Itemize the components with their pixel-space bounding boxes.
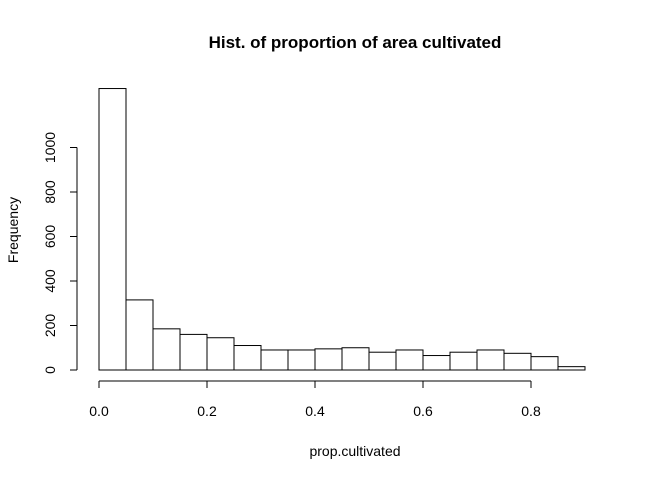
x-tick-label: 0.8 (521, 403, 541, 419)
histogram-bar (206, 337, 235, 371)
histogram-bar (368, 351, 397, 371)
histogram-bar (287, 349, 316, 371)
histogram-bar (503, 352, 532, 371)
histogram-bar (449, 351, 478, 371)
histogram-bar (557, 366, 586, 371)
x-axis-ticks: 0.0 0.2 0.4 0.6 0.8 (89, 381, 541, 419)
histogram-bar (233, 345, 262, 371)
histogram-bars (98, 88, 586, 371)
histogram-bar (530, 356, 559, 371)
y-axis-label: Frequency (5, 197, 21, 263)
histogram-bar (395, 349, 424, 371)
y-tick-label: 0 (42, 366, 58, 374)
y-tick-label: 200 (42, 314, 58, 338)
y-tick-label: 400 (42, 269, 58, 293)
histogram-bar (260, 349, 289, 371)
histogram-bar (98, 88, 127, 371)
histogram-bar (341, 347, 370, 371)
y-tick-label: 1000 (42, 132, 58, 163)
y-tick-label: 600 (42, 225, 58, 249)
histogram-bar (179, 333, 208, 371)
histogram-bar (125, 299, 154, 371)
histogram-bar (476, 349, 505, 371)
y-tick-label: 800 (42, 180, 58, 204)
histogram-bar (422, 355, 451, 371)
x-tick-label: 0.2 (197, 403, 217, 419)
x-tick-label: 0.4 (305, 403, 325, 419)
chart-title: Hist. of proportion of area cultivated (209, 33, 502, 52)
x-tick-label: 0.6 (413, 403, 433, 419)
x-tick-label: 0.0 (89, 403, 109, 419)
histogram-bar (152, 328, 181, 371)
histogram-bar (314, 348, 343, 371)
x-axis-label: prop.cultivated (309, 443, 400, 459)
y-axis-ticks: 0 200 400 600 800 1000 (42, 132, 77, 374)
